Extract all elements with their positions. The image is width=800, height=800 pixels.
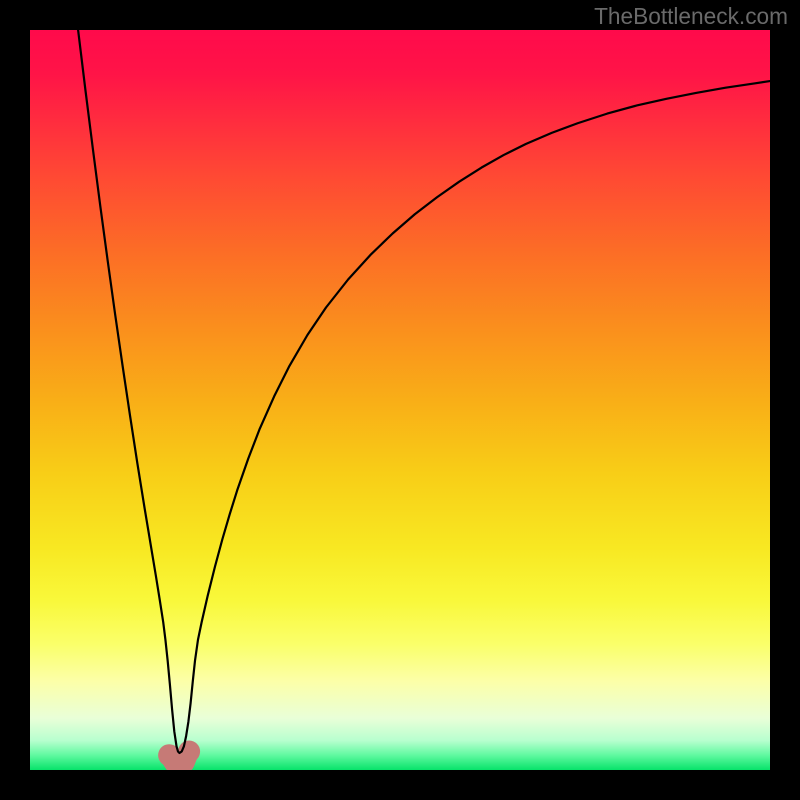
chart-stage: TheBottleneck.com — [0, 0, 800, 800]
plot-svg — [30, 30, 770, 770]
gradient-background — [30, 30, 770, 770]
watermark-text: TheBottleneck.com — [594, 3, 788, 30]
plot-area — [30, 30, 770, 770]
